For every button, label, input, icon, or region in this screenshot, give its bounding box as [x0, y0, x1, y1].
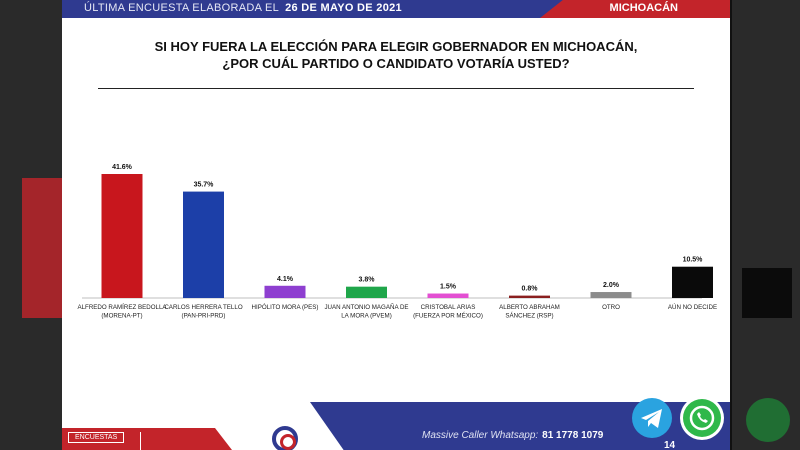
category-label-7-line-1: OTRO	[602, 304, 620, 311]
background-red-block	[22, 178, 62, 318]
whatsapp-icon[interactable]	[680, 396, 724, 440]
bar-value-label-1: 41.6%	[112, 164, 133, 171]
category-label-5-line-2: (FUERZA POR MÉXICO)	[413, 313, 483, 320]
encuestas-badge: ENCUESTAS	[68, 432, 125, 443]
category-label-4-line-1: JUAN ANTONIO MAGAÑA DE	[324, 304, 408, 311]
bar-value-label-7: 2.0%	[603, 282, 620, 289]
question-line-2: ¿POR CUÁL PARTIDO O CANDIDATO VOTARÍA US…	[222, 56, 570, 71]
question-title: SI HOY FUERA LA ELECCIÓN PARA ELEGIR GOB…	[62, 38, 730, 72]
slide-edge	[730, 0, 732, 450]
background-black-block	[742, 268, 792, 318]
bar-value-label-8: 10.5%	[683, 257, 704, 264]
bar-7	[590, 292, 632, 298]
category-label-1-line-1: ALFREDO RAMÍREZ BEDOLLA	[77, 304, 167, 311]
contact-label: Massive Caller Whatsapp:	[422, 430, 539, 441]
footer-red-box	[140, 432, 201, 450]
bar-value-label-6: 0.8%	[522, 286, 539, 293]
bar-1	[101, 174, 143, 298]
title-divider	[98, 88, 694, 89]
background-right-blur	[730, 0, 800, 450]
category-label-2-line-1: CARLOS HERRERA TELLO	[164, 304, 242, 311]
footer-contact: Massive Caller Whatsapp: 81 1778 1079	[422, 430, 603, 441]
bar-4	[346, 286, 387, 298]
whatsapp-phone-icon	[689, 405, 715, 431]
footer-red-band: ENCUESTAS	[62, 428, 232, 450]
bar-3	[264, 285, 306, 298]
telegram-plane-icon	[641, 409, 662, 428]
bar-value-label-3: 4.1%	[277, 276, 294, 283]
category-label-5-line-1: CRISTOBAL ARIAS	[421, 304, 476, 311]
whatsapp-icon-fill	[683, 399, 721, 437]
bar-value-label-4: 3.8%	[359, 277, 376, 284]
telegram-icon[interactable]	[632, 398, 672, 438]
background-whatsapp-icon	[746, 398, 790, 442]
category-label-6-line-1: ALBERTO ABRAHAM	[499, 304, 560, 311]
contact-number: 81 1778 1079	[542, 430, 604, 441]
category-label-3-line-1: HIPÓLITO MORA (PES)	[252, 304, 319, 311]
bar-5	[427, 293, 469, 298]
bar-6	[509, 295, 550, 298]
bar-chart: 41.6% ALFREDO RAMÍREZ BEDOLLA (MORENA-PT) 3…	[77, 164, 717, 320]
bar-8	[672, 266, 713, 298]
question-line-1: SI HOY FUERA LA ELECCIÓN PARA ELEGIR GOB…	[154, 39, 638, 54]
category-label-4-line-2: LA MORA (PVEM)	[341, 313, 392, 320]
category-label-8-line-1: AÚN NO DECIDE	[668, 304, 717, 311]
massive-caller-logo-icon	[272, 426, 298, 450]
bar-value-label-2: 35.7%	[194, 182, 215, 189]
category-label-2-line-2: (PAN-PRI-PRD)	[182, 313, 226, 320]
background-left-blur	[0, 0, 62, 450]
bar-2	[183, 191, 224, 298]
logo-inner-ring	[280, 434, 296, 450]
region-label: MICHOACÁN	[609, 2, 678, 14]
top-banner: ÚLTIMA ENCUESTA ELABORADA EL 26 DE MAYO D…	[62, 0, 730, 18]
page-number: 14	[664, 440, 676, 450]
category-label-1-line-2: (MORENA-PT)	[101, 313, 142, 320]
survey-date: 26 DE MAYO DE 2021	[285, 2, 402, 14]
category-label-6-line-2: SÁNCHEZ (RSP)	[505, 313, 553, 320]
bar-value-label-5: 1.5%	[440, 284, 457, 291]
slide: ÚLTIMA ENCUESTA ELABORADA EL 26 DE MAYO D…	[62, 0, 730, 450]
survey-date-text: ÚLTIMA ENCUESTA ELABORADA EL 26 DE MAYO D…	[84, 2, 402, 14]
survey-label: ÚLTIMA ENCUESTA ELABORADA EL	[84, 2, 280, 14]
top-banner-red-section	[540, 0, 730, 18]
